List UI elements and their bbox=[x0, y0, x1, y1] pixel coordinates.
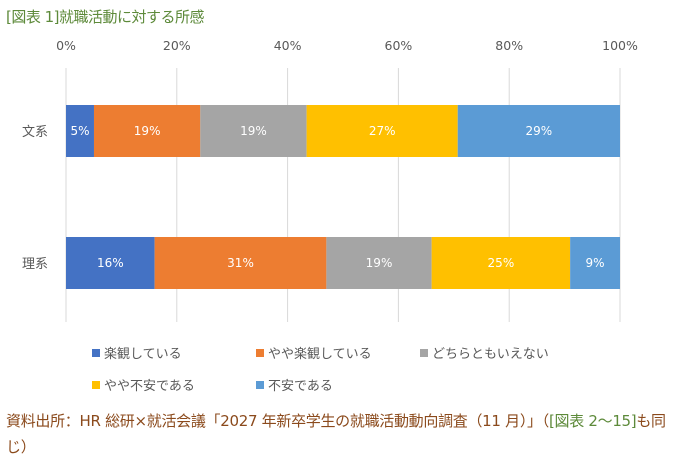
legend-label: やや不安である bbox=[104, 379, 195, 394]
bar-segment bbox=[66, 105, 94, 157]
bar-segment bbox=[93, 105, 201, 157]
legend-label: 不安である bbox=[268, 379, 333, 394]
x-tick-label: 20% bbox=[163, 38, 191, 53]
figure-reference: [図表 2～15] bbox=[548, 412, 637, 430]
x-tick-label: 80% bbox=[495, 38, 523, 53]
bar-segment bbox=[326, 237, 432, 289]
bar-segment bbox=[66, 237, 155, 289]
x-tick-label: 100% bbox=[602, 38, 638, 53]
x-tick-label: 40% bbox=[274, 38, 302, 53]
x-tick-label: 60% bbox=[385, 38, 413, 53]
data-label: 25% bbox=[488, 256, 515, 270]
category-label: 理系 bbox=[22, 257, 48, 272]
source-tail: も同じ） bbox=[6, 412, 666, 456]
data-label: 19% bbox=[366, 256, 393, 270]
legend-swatch bbox=[92, 349, 100, 357]
legend-swatch bbox=[420, 349, 428, 357]
legend-swatch bbox=[92, 381, 100, 389]
data-label: 29% bbox=[526, 124, 553, 138]
data-label: 19% bbox=[240, 124, 267, 138]
legend-swatch bbox=[256, 381, 264, 389]
bar-segment bbox=[200, 105, 307, 157]
source-note: 資料出所：HR 総研×就活会議「2027 年新卒学生の就職活動動向調査（11 月… bbox=[6, 408, 682, 460]
stacked-bar-chart: 0% 20% 40% 60% 80% 100% 文系 5% 19% 19% 27% 29% 理系 16% 3… bbox=[22, 38, 638, 394]
legend-label: どちらともいえない bbox=[432, 347, 549, 362]
chart-title: [図表 1]就職活動に対する所感 bbox=[6, 8, 205, 26]
bar-segment bbox=[431, 237, 571, 289]
data-label: 16% bbox=[97, 256, 124, 270]
data-label: 31% bbox=[227, 256, 254, 270]
data-label: 5% bbox=[70, 124, 89, 138]
bar-segment bbox=[570, 237, 620, 289]
legend-label: 楽観している bbox=[104, 346, 182, 362]
x-tick-label: 0% bbox=[56, 38, 76, 53]
legend-swatch bbox=[256, 349, 264, 357]
data-label: 9% bbox=[586, 256, 605, 270]
source-text: 資料出所：HR 総研×就活会議「2027 年新卒学生の就職活動動向調査（11 月… bbox=[6, 412, 549, 430]
bar-segment bbox=[154, 237, 327, 289]
data-label: 19% bbox=[134, 124, 161, 138]
data-label: 27% bbox=[369, 124, 396, 138]
bar-segment bbox=[306, 105, 458, 157]
bar-segment bbox=[457, 105, 620, 157]
legend-label: やや楽観している bbox=[268, 346, 372, 362]
category-label: 文系 bbox=[22, 125, 48, 140]
